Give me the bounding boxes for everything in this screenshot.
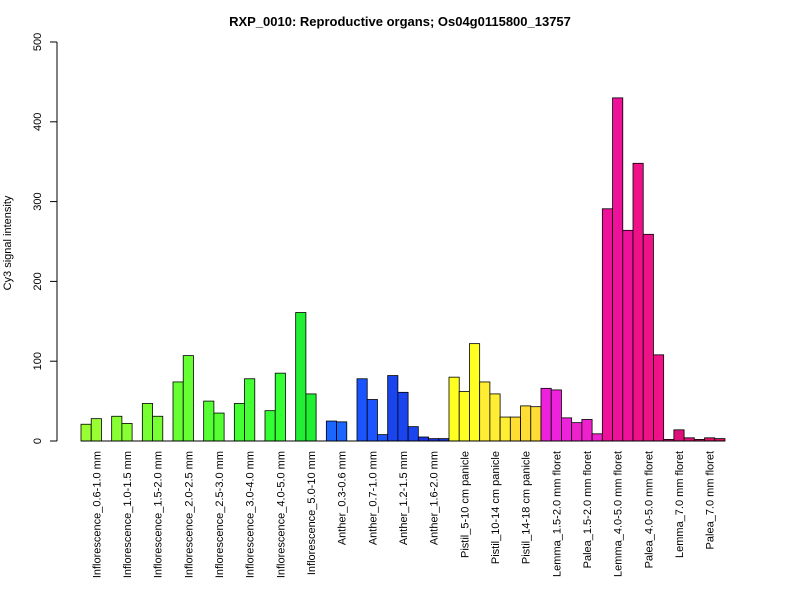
bar: [622, 229, 634, 442]
bar: [571, 422, 583, 442]
bar: [479, 381, 491, 442]
bar: [182, 355, 194, 442]
bar: [80, 423, 92, 442]
category-label: Lemma_7.0 mm floret: [674, 451, 686, 558]
y-axis-ticks: 0 100 200 300 400 500: [32, 33, 57, 444]
bar: [561, 417, 573, 442]
bar: [203, 400, 215, 442]
bar: [550, 389, 562, 442]
bar: [121, 423, 133, 442]
bar: [387, 375, 399, 442]
bar: [469, 343, 481, 442]
bars: [80, 97, 726, 442]
bar: [172, 381, 184, 442]
category-label: Anther_0.3-0.6 mm: [337, 451, 349, 545]
category-label: Inflorescence_0.6-1.0 mm: [91, 451, 103, 578]
category-label: Inflorescence_1.0-1.5 mm: [122, 451, 134, 578]
category-label: Anther_1.2-1.5 mm: [398, 451, 410, 545]
category-label: Anther_0.7-1.0 mm: [367, 451, 379, 545]
bar: [509, 416, 521, 442]
y-tick-label: 300: [32, 192, 44, 210]
bar: [397, 391, 409, 442]
bar: [612, 97, 624, 442]
bar: [632, 162, 644, 442]
bar: [264, 410, 276, 442]
bar: [458, 391, 470, 442]
category-label: Pistil_10-14 cm panicle: [490, 451, 502, 564]
bar: [499, 416, 511, 442]
bar: [111, 415, 123, 442]
y-tick-label: 100: [32, 352, 44, 370]
bar: [141, 403, 153, 442]
bar: [520, 405, 532, 442]
bar: [581, 419, 593, 442]
category-label: Inflorescence_1.5-2.0 mm: [153, 451, 165, 578]
category-label: Inflorescence_5.0-10 mm: [306, 451, 318, 575]
y-tick-label: 0: [32, 438, 44, 444]
bar: [325, 420, 337, 442]
bar: [540, 387, 552, 442]
bar: [152, 415, 164, 442]
bar: [244, 378, 256, 442]
bar: [336, 421, 348, 442]
y-tick-label: 200: [32, 272, 44, 290]
bar: [489, 393, 501, 442]
bar: [591, 433, 603, 442]
category-label: Inflorescence_2.0-2.5 mm: [183, 451, 195, 578]
bar: [407, 426, 419, 442]
category-label: Pistil_5-10 cm panicle: [459, 451, 471, 558]
category-label: Palea_1.5-2.0 mm floret: [582, 451, 594, 568]
bar: [601, 208, 613, 442]
category-label: Lemma_1.5-2.0 mm floret: [551, 451, 563, 577]
bar: [530, 406, 542, 442]
category-label: Inflorescence_3.0-4.0 mm: [245, 451, 257, 578]
category-label: Palea_4.0-5.0 mm floret: [643, 451, 655, 568]
y-axis-label: Cy3 signal intensity: [2, 195, 14, 290]
bar: [295, 312, 307, 442]
bar: [233, 403, 245, 442]
y-tick-label: 400: [32, 113, 44, 131]
category-label: Lemma_4.0-5.0 mm floret: [613, 451, 625, 577]
bar: [417, 436, 429, 442]
bar: [305, 393, 317, 442]
bar: [90, 418, 102, 442]
bar: [448, 376, 460, 442]
bar: [673, 429, 685, 442]
category-label: Palea_7.0 mm floret: [705, 451, 717, 549]
bar: [274, 372, 286, 442]
bar: [653, 354, 665, 442]
category-label: Pistil_14-18 cm panicle: [521, 451, 533, 564]
bar: [356, 378, 368, 442]
y-tick-label: 500: [32, 33, 44, 51]
bar: [377, 434, 389, 442]
category-labels: Inflorescence_0.6-1.0 mm Inflorescence_1.…: [91, 451, 716, 578]
category-label: Inflorescence_4.0-5.0 mm: [275, 451, 287, 578]
category-label: Inflorescence_2.5-3.0 mm: [214, 451, 226, 578]
bar: [366, 399, 378, 442]
bar: [642, 233, 654, 442]
bar: [213, 412, 225, 442]
category-label: Anther_1.6-2.0 mm: [429, 451, 441, 545]
chart-title: RXP_0010: Reproductive organs; Os04g0115…: [229, 14, 571, 29]
